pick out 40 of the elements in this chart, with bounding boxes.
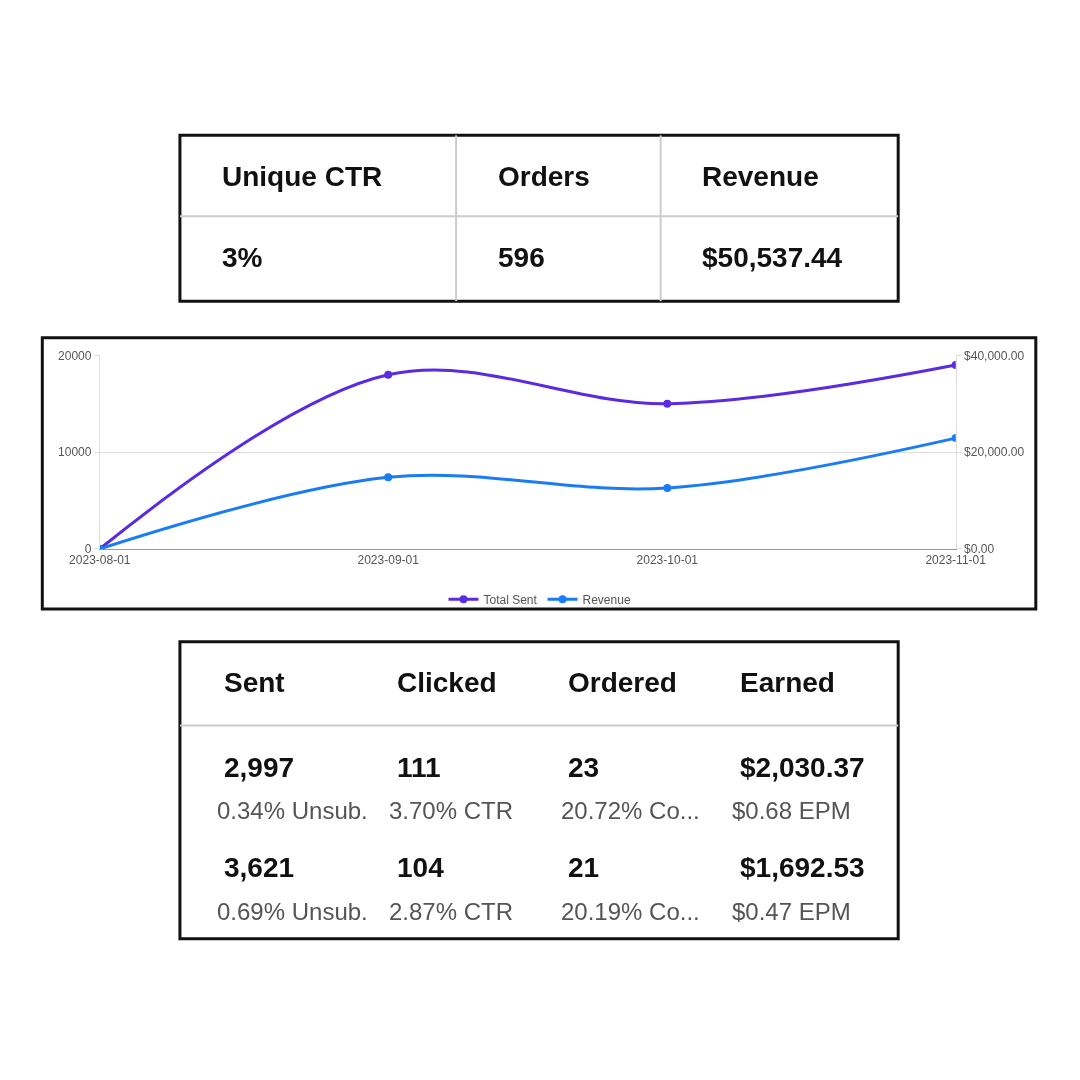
text: 2,997 [224,752,295,783]
category-label: Sent [224,667,285,698]
text: 596 [498,242,545,273]
text: 0.69% Unsub. [217,898,368,925]
category-label: Ordered [568,667,677,698]
point [384,370,393,379]
x-tick-label: 2023-09-01 [357,553,420,568]
text: 3,621 [224,852,295,883]
text: $50,537.44 [702,242,843,273]
text: 21 [568,852,600,883]
text: 20.19% Co... [561,898,700,925]
text: $0.68 EPM [732,797,851,824]
text: 3.70% CTR [389,797,514,824]
text: $1,692.53 [740,852,865,883]
point [663,483,672,492]
y-tick-label: 20000 [58,348,92,363]
point [384,473,393,482]
text: 3% [222,242,263,273]
x-tick-label: 2023-08-01 [69,553,131,568]
text: 0.34% Unsub. [217,797,368,824]
text: $2,030.37 [740,752,865,783]
text: 111 [397,752,441,783]
legend-label: Total Sent [483,592,538,607]
text: 2.87% CTR [389,898,514,925]
x-tick-label: 2023-10-01 [636,553,699,568]
legend-label: Revenue [582,592,631,607]
category-label: Clicked [397,667,497,698]
text: $0.47 EPM [732,898,851,925]
text: 23 [568,752,600,783]
point [663,399,672,408]
y2-tick-label: $40,000.00 [964,348,1025,363]
y2-tick-label: $20,000.00 [964,445,1025,460]
category-label: Earned [740,667,835,698]
category-label: Revenue [702,161,819,192]
text: 104 [397,852,445,883]
text: 20.72% Co... [561,797,700,824]
y-tick-label: 10000 [58,445,92,460]
x-tick-label: 2023-11-01 [925,553,987,568]
category-label: Orders [498,161,590,192]
category-label: Unique CTR [222,161,383,192]
